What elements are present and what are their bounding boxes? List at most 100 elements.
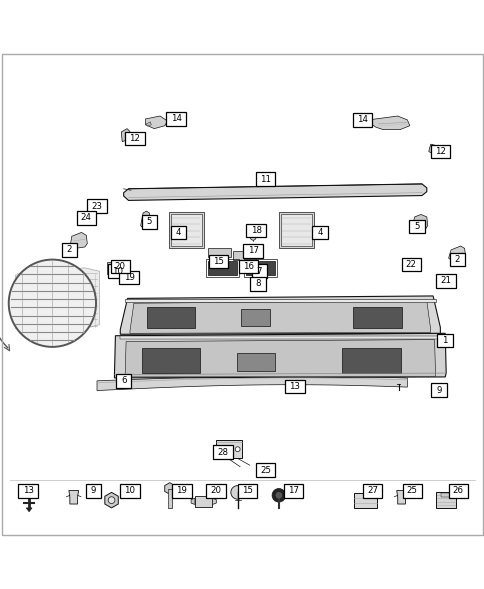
FancyBboxPatch shape	[87, 200, 106, 213]
Text: 10: 10	[112, 267, 123, 276]
Circle shape	[235, 447, 240, 452]
Bar	[342, 348, 400, 373]
FancyBboxPatch shape	[208, 254, 227, 269]
Text: 26: 26	[452, 487, 463, 495]
Polygon shape	[70, 233, 87, 249]
Bar	[353, 494, 377, 508]
Text: 15: 15	[242, 487, 252, 495]
Polygon shape	[125, 340, 435, 377]
Polygon shape	[212, 498, 216, 505]
Polygon shape	[145, 116, 167, 128]
Text: 14: 14	[170, 114, 181, 124]
Text: 19: 19	[123, 273, 134, 282]
Text: 17: 17	[287, 487, 298, 495]
Text: 6: 6	[121, 376, 126, 385]
FancyBboxPatch shape	[256, 172, 275, 186]
Polygon shape	[165, 482, 174, 494]
Text: 18: 18	[250, 226, 261, 235]
Polygon shape	[121, 128, 130, 142]
Polygon shape	[140, 211, 150, 229]
Text: 13: 13	[289, 382, 300, 391]
Text: 1: 1	[441, 336, 447, 345]
Text: 25: 25	[406, 487, 417, 495]
Bar	[120, 336, 439, 339]
Polygon shape	[114, 333, 445, 378]
Text: 28: 28	[217, 448, 228, 456]
Circle shape	[272, 488, 285, 502]
FancyBboxPatch shape	[172, 484, 191, 498]
Bar	[352, 307, 401, 329]
Text: 4: 4	[175, 228, 181, 237]
Circle shape	[275, 492, 281, 498]
FancyBboxPatch shape	[237, 484, 257, 498]
Polygon shape	[146, 122, 151, 126]
Bar	[280, 214, 311, 246]
Polygon shape	[448, 246, 465, 262]
Text: 19: 19	[176, 487, 187, 495]
Polygon shape	[26, 508, 32, 512]
Text: 21: 21	[440, 276, 451, 286]
Bar	[246, 260, 275, 275]
FancyBboxPatch shape	[238, 260, 257, 273]
Text: 5: 5	[146, 217, 152, 226]
FancyBboxPatch shape	[108, 264, 127, 278]
Polygon shape	[368, 116, 409, 130]
Text: 2: 2	[454, 255, 459, 264]
FancyBboxPatch shape	[285, 380, 304, 393]
Polygon shape	[120, 296, 439, 335]
FancyBboxPatch shape	[246, 224, 265, 237]
Polygon shape	[411, 214, 427, 230]
FancyBboxPatch shape	[352, 113, 372, 127]
Circle shape	[79, 216, 83, 220]
Bar	[436, 492, 455, 508]
Bar	[232, 251, 256, 260]
Text: 27: 27	[366, 487, 377, 495]
Bar	[205, 259, 238, 277]
Bar	[170, 214, 201, 246]
Bar	[106, 263, 120, 274]
Bar	[195, 497, 212, 507]
FancyBboxPatch shape	[213, 445, 232, 459]
Circle shape	[250, 234, 256, 240]
Text: 25: 25	[260, 465, 271, 475]
FancyBboxPatch shape	[120, 484, 139, 498]
Polygon shape	[105, 492, 118, 508]
Text: 7: 7	[256, 267, 262, 276]
Bar	[244, 259, 277, 277]
Bar	[240, 309, 269, 326]
Bar	[167, 488, 171, 508]
FancyBboxPatch shape	[18, 484, 38, 498]
Text: 20: 20	[115, 262, 125, 271]
Text: 11: 11	[260, 174, 271, 184]
Text: 17: 17	[247, 246, 258, 256]
FancyBboxPatch shape	[402, 484, 421, 498]
FancyBboxPatch shape	[312, 226, 327, 239]
Text: 4: 4	[317, 228, 322, 237]
FancyBboxPatch shape	[251, 264, 267, 278]
Bar	[236, 353, 275, 371]
Text: 9: 9	[91, 487, 96, 495]
Polygon shape	[123, 184, 426, 200]
Circle shape	[108, 497, 115, 504]
FancyBboxPatch shape	[76, 211, 96, 224]
Text: 13: 13	[23, 487, 33, 495]
Text: 16: 16	[242, 262, 253, 271]
Bar	[125, 299, 435, 302]
Polygon shape	[396, 491, 406, 504]
Bar	[207, 248, 230, 257]
FancyBboxPatch shape	[449, 253, 464, 266]
Polygon shape	[15, 268, 99, 329]
FancyBboxPatch shape	[116, 374, 131, 388]
Polygon shape	[97, 376, 407, 391]
Text: 15: 15	[212, 257, 223, 266]
Text: 12: 12	[129, 134, 140, 143]
FancyBboxPatch shape	[408, 220, 424, 233]
Text: 12: 12	[434, 147, 445, 156]
Text: 23: 23	[91, 201, 102, 211]
Polygon shape	[130, 301, 430, 333]
Text: 2: 2	[66, 246, 72, 254]
FancyBboxPatch shape	[110, 260, 130, 273]
FancyBboxPatch shape	[86, 484, 101, 498]
Polygon shape	[428, 144, 436, 154]
Text: 24: 24	[81, 213, 91, 223]
